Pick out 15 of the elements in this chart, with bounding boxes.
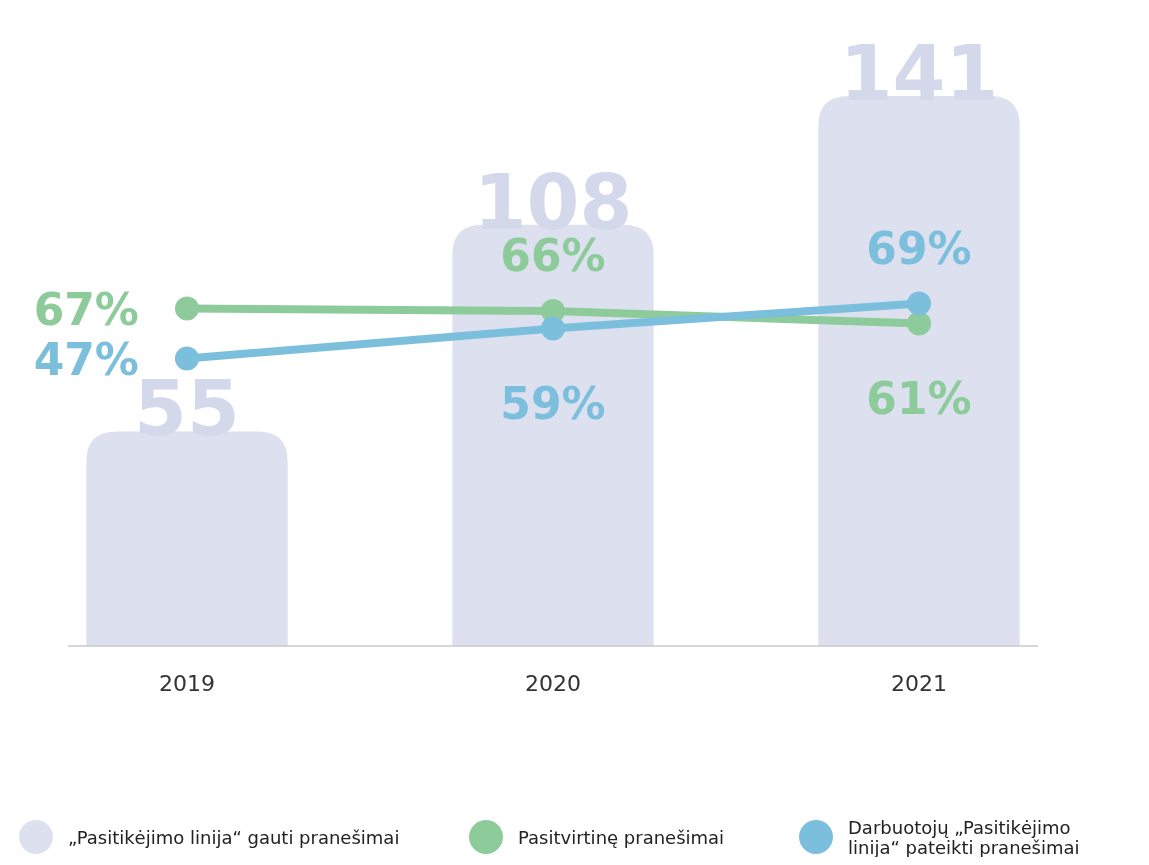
x-tick-label: 2019: [158, 671, 215, 696]
x-tick-label: 2020: [525, 671, 581, 696]
legend-label: „Pasitikėjimo linija“ gauti pranešimai: [68, 827, 400, 848]
legend-label: Pasitvirtinę pranešimai: [518, 827, 725, 848]
point: [907, 311, 932, 336]
data-label: 59%: [500, 377, 606, 429]
data-label: 61%: [866, 372, 972, 424]
point: [541, 316, 565, 341]
data-label: 69%: [866, 222, 972, 274]
point: [907, 291, 932, 316]
point: [174, 346, 199, 371]
point: [174, 296, 199, 321]
x-tick-label: 2021: [891, 671, 948, 696]
legend-label: Darbuotojų „Pasitikėjimo linija“ pateikti pranešimai: [848, 817, 1080, 858]
data-label: 67%: [33, 283, 139, 335]
